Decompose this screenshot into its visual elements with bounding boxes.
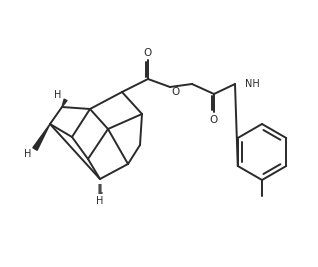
Text: O: O: [210, 115, 218, 125]
Polygon shape: [33, 124, 50, 150]
Text: O: O: [172, 87, 180, 97]
Text: H: H: [96, 196, 104, 206]
Text: H: H: [24, 149, 32, 159]
Text: NH: NH: [245, 79, 260, 89]
Text: O: O: [144, 48, 152, 58]
Text: H: H: [54, 90, 62, 100]
